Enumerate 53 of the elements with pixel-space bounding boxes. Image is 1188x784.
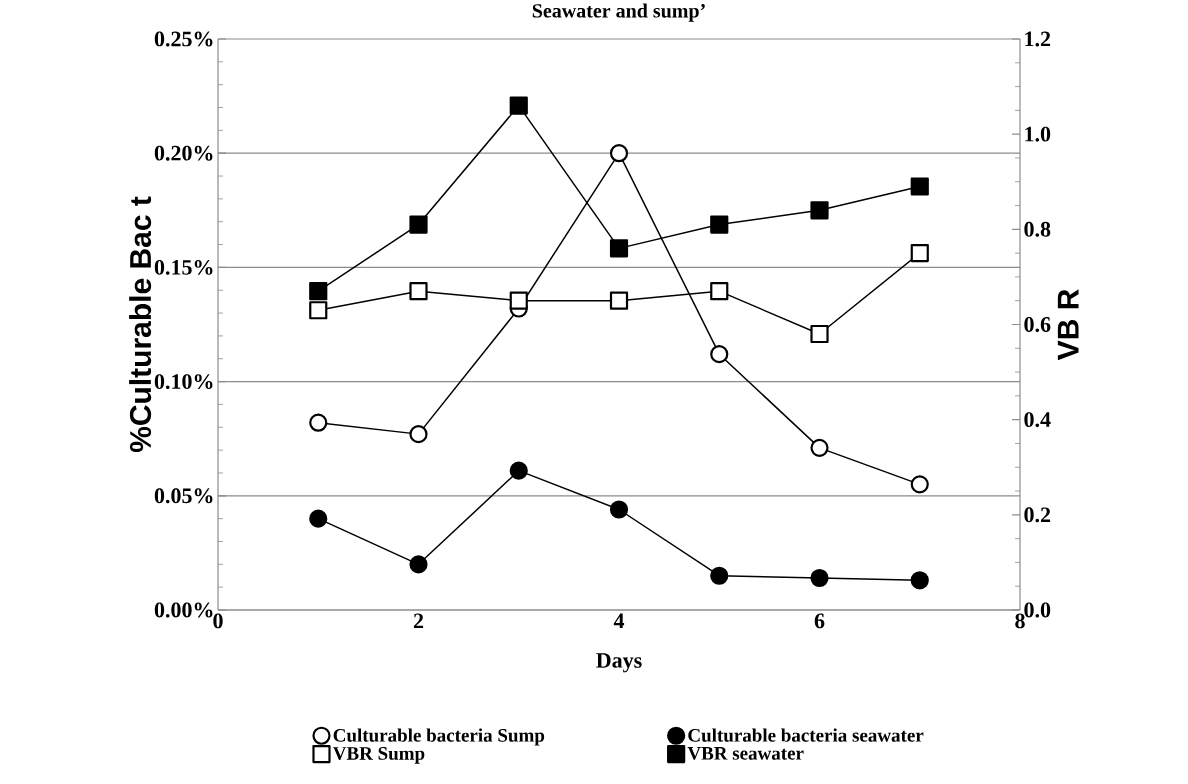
point <box>309 301 328 320</box>
y-tick-label: 0.05% <box>154 488 213 504</box>
y2-tick-label: 0.6 <box>1024 317 1051 332</box>
y2-tick-label: 0.8 <box>1024 221 1051 237</box>
point <box>509 461 528 480</box>
x-tick-label: 0 <box>213 613 223 629</box>
point <box>710 215 729 234</box>
y2-tick-label: 1.0 <box>1025 126 1051 142</box>
y-tick-label: 0.15% <box>154 259 213 275</box>
point <box>309 509 328 528</box>
point <box>810 201 829 220</box>
point <box>609 144 629 163</box>
point <box>609 239 629 258</box>
point <box>609 291 629 310</box>
y-axis-title: %Culturable Bac t <box>129 196 152 453</box>
y2-tick-label: 0.2 <box>1024 507 1051 523</box>
point <box>509 291 528 310</box>
legend-label: Culturable bacteria seawater <box>688 728 924 742</box>
point <box>910 571 929 590</box>
y2-axis-title: VB R <box>1057 289 1079 361</box>
point <box>309 413 328 432</box>
y2-tick-label: 1.2 <box>1025 31 1051 47</box>
point <box>609 500 629 519</box>
point <box>409 282 428 301</box>
x-axis-title: Days <box>596 653 642 673</box>
point <box>509 96 528 115</box>
legend-label: Culturable bacteria Sump <box>333 728 545 746</box>
chart-title: Seawater and sump’ <box>532 3 705 22</box>
point <box>910 244 929 263</box>
y-tick-label: 0.20% <box>154 145 213 161</box>
point <box>810 568 829 588</box>
y-tick-label: 0.25% <box>154 31 213 47</box>
y-tick-label: 0.00% <box>154 602 213 618</box>
point <box>409 425 428 444</box>
point <box>810 438 829 457</box>
x-tick-label: 6 <box>814 613 825 629</box>
point <box>409 555 428 574</box>
legend-label: VBR Sump <box>332 747 425 764</box>
point <box>409 215 428 234</box>
x-tick-label: 8 <box>1015 613 1025 629</box>
point <box>910 177 929 196</box>
x-tick-label: 4 <box>613 613 625 628</box>
point <box>710 345 729 364</box>
x-tick-label: 2 <box>413 613 424 629</box>
point <box>309 282 328 301</box>
y2-tick-label: 0.0 <box>1024 602 1051 618</box>
y2-tick-label: 0.4 <box>1024 412 1051 428</box>
point <box>810 324 829 344</box>
y-tick-label: 0.10% <box>154 374 213 390</box>
point <box>710 282 729 301</box>
point <box>910 475 929 494</box>
point <box>710 566 729 585</box>
legend-label: VBR seawater <box>687 747 804 760</box>
